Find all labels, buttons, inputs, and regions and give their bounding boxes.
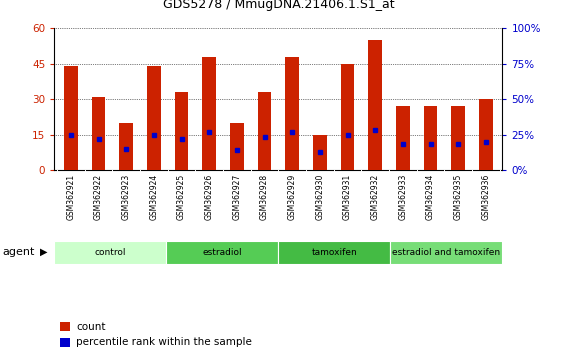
Bar — [451, 106, 465, 170]
Text: GSM362932: GSM362932 — [371, 173, 380, 220]
Bar — [64, 66, 78, 170]
Bar — [54, 241, 166, 264]
Text: GDS5278 / MmugDNA.21406.1.S1_at: GDS5278 / MmugDNA.21406.1.S1_at — [163, 0, 394, 11]
Bar — [341, 64, 355, 170]
Bar — [479, 99, 493, 170]
Text: GSM362929: GSM362929 — [288, 173, 297, 220]
Bar — [91, 97, 106, 170]
Text: GSM362934: GSM362934 — [426, 173, 435, 220]
Text: GSM362923: GSM362923 — [122, 173, 131, 220]
Bar — [166, 241, 279, 264]
Text: GSM362935: GSM362935 — [454, 173, 463, 220]
Text: GSM362926: GSM362926 — [204, 173, 214, 220]
Text: GSM362921: GSM362921 — [66, 173, 75, 219]
Text: GSM362928: GSM362928 — [260, 173, 269, 219]
Bar — [230, 123, 244, 170]
Bar — [258, 92, 271, 170]
Text: estradiol and tamoxifen: estradiol and tamoxifen — [392, 248, 501, 257]
Text: GSM362924: GSM362924 — [150, 173, 158, 220]
Text: GSM362933: GSM362933 — [399, 173, 407, 220]
Bar — [279, 241, 391, 264]
Text: GSM362925: GSM362925 — [177, 173, 186, 220]
Text: agent: agent — [3, 247, 35, 257]
Text: GSM362936: GSM362936 — [481, 173, 490, 220]
Bar — [202, 57, 216, 170]
Bar — [286, 57, 299, 170]
Text: GSM362922: GSM362922 — [94, 173, 103, 219]
Bar — [396, 106, 410, 170]
Text: GSM362930: GSM362930 — [315, 173, 324, 220]
Text: percentile rank within the sample: percentile rank within the sample — [76, 337, 252, 348]
Bar — [147, 66, 161, 170]
Bar — [368, 40, 382, 170]
Text: GSM362927: GSM362927 — [232, 173, 242, 220]
Text: count: count — [76, 321, 106, 332]
Bar — [424, 106, 437, 170]
Bar — [175, 92, 188, 170]
Bar — [119, 123, 133, 170]
Text: GSM362931: GSM362931 — [343, 173, 352, 220]
Text: ▶: ▶ — [40, 247, 47, 257]
Text: estradiol: estradiol — [203, 248, 242, 257]
Bar — [391, 241, 502, 264]
Bar — [313, 135, 327, 170]
Text: tamoxifen: tamoxifen — [312, 248, 357, 257]
Text: control: control — [95, 248, 126, 257]
